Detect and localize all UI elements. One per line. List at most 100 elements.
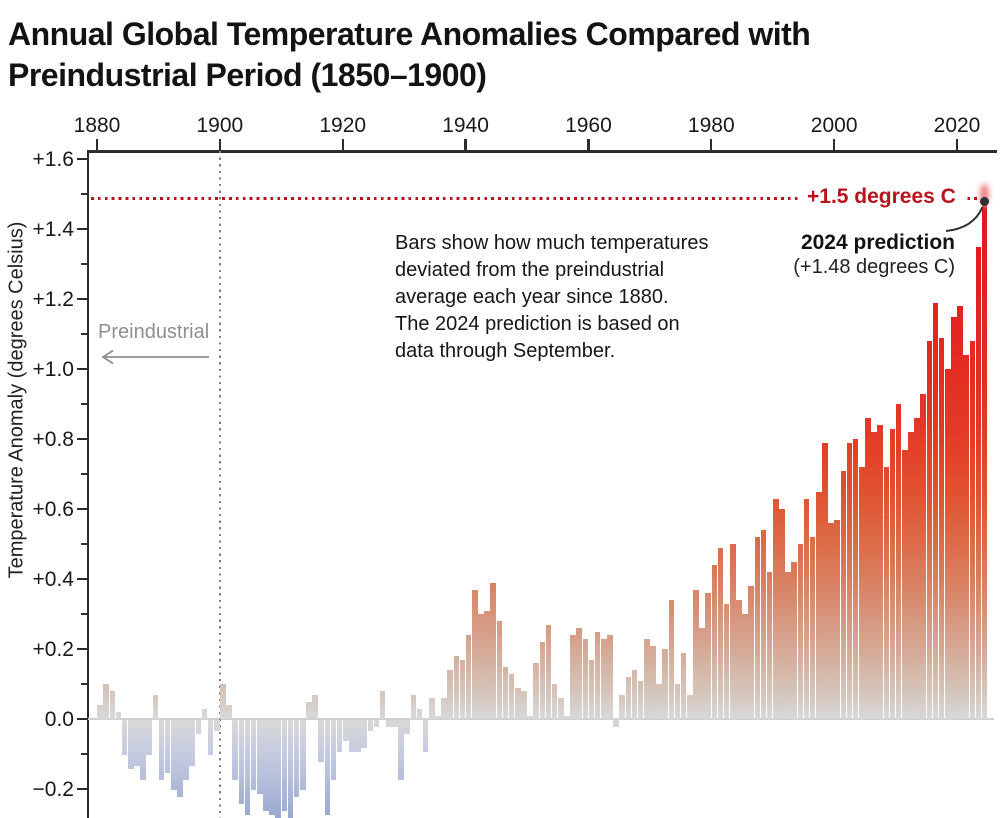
bar-1909 — [275, 720, 282, 818]
preindustrial-divider-line — [218, 151, 221, 818]
prediction-title: 2024 prediction — [800, 231, 955, 254]
bar-1977 — [693, 589, 699, 719]
bar-1933 — [422, 720, 429, 752]
bar-1995 — [803, 498, 810, 719]
bar-1952 — [539, 642, 546, 719]
bar-1999 — [828, 523, 834, 719]
reference-line-label: +1.5 degrees C — [799, 185, 964, 209]
bar-1991 — [779, 509, 785, 719]
bar-1927 — [385, 720, 392, 727]
bar-1881 — [103, 684, 110, 719]
bar-2004 — [858, 467, 865, 719]
bar-1911 — [287, 720, 294, 818]
bar-2001 — [840, 470, 847, 719]
x-tick-1960 — [587, 139, 590, 150]
prediction-arrow — [945, 206, 984, 232]
bar-1940 — [465, 635, 472, 719]
bar-1972 — [662, 649, 669, 719]
bar-2014 — [920, 393, 927, 719]
bar-1906 — [256, 720, 263, 794]
x-axis-line — [88, 150, 997, 153]
bar-1964 — [613, 720, 619, 727]
bar-2000 — [834, 519, 841, 719]
bar-1969 — [643, 638, 650, 719]
bar-1892 — [170, 720, 177, 790]
y-tick-label-0.0: 0.0 — [44, 707, 74, 731]
bar-1883 — [115, 712, 122, 719]
bar-1916 — [318, 720, 325, 762]
bar-1971 — [656, 684, 662, 719]
bar-1915 — [312, 694, 318, 719]
bar-1980 — [711, 565, 718, 719]
bar-1889 — [152, 694, 159, 719]
x-tick-1920 — [341, 139, 344, 150]
bar-1901 — [226, 705, 232, 719]
bar-1887 — [140, 720, 146, 780]
bar-1965 — [619, 694, 626, 719]
preindustrial-arrow — [101, 349, 209, 365]
bar-1918 — [330, 720, 337, 780]
bar-1904 — [244, 720, 251, 815]
bar-1970 — [650, 645, 656, 719]
x-tick-1880 — [95, 139, 99, 150]
bar-1958 — [576, 628, 583, 719]
bar-1990 — [772, 498, 779, 719]
preindustrial-label: Preindustrial — [98, 321, 210, 343]
bar-1966 — [625, 677, 632, 719]
bar-1949 — [521, 691, 527, 719]
bar-1899 — [213, 720, 220, 731]
bar-1917 — [324, 720, 331, 815]
bar-1897 — [201, 708, 208, 719]
bar-1890 — [158, 720, 165, 780]
bar-2022 — [969, 341, 976, 719]
bar-1963 — [607, 635, 613, 719]
y-minor-tick — [81, 682, 88, 685]
bar-1962 — [600, 638, 607, 719]
y-tick-+1.4 — [77, 227, 88, 231]
bar-1930 — [404, 720, 411, 734]
bar-2018 — [944, 369, 951, 719]
y-tick-−0.2 — [77, 787, 88, 791]
bar-1894 — [183, 720, 189, 780]
y-tick-label-+1.4: +1.4 — [32, 217, 74, 241]
bar-1896 — [195, 720, 202, 734]
bar-1974 — [674, 684, 681, 719]
x-tick-2000 — [833, 139, 836, 150]
reference-line-1-5c — [91, 197, 981, 200]
bar-1937 — [447, 670, 454, 719]
y-tick-+1.2 — [77, 297, 88, 301]
bar-2016 — [932, 302, 939, 719]
bar-1992 — [785, 572, 791, 719]
bar-1891 — [164, 720, 171, 773]
bar-2010 — [895, 404, 902, 719]
chart-title-line1: Annual Global Temperature Anomalies Comp… — [8, 16, 811, 52]
y-tick-+1.0 — [77, 367, 88, 371]
y-minor-tick — [81, 402, 88, 405]
y-minor-tick — [81, 752, 88, 755]
bar-1912 — [293, 720, 300, 797]
bar-2023 — [975, 246, 982, 719]
prediction-annotation: 2024 prediction (+1.48 degrees C) — [770, 230, 955, 280]
bar-1943 — [484, 610, 490, 719]
bar-1941 — [471, 589, 478, 719]
x-tick-label-1920: 1920 — [319, 114, 367, 137]
bar-1951 — [533, 663, 540, 719]
y-minor-tick — [81, 542, 88, 545]
y-minor-tick — [81, 262, 88, 265]
bar-1987 — [754, 537, 761, 719]
bar-1996 — [809, 537, 816, 719]
bar-1914 — [306, 701, 312, 719]
bar-1888 — [146, 720, 153, 755]
bar-1905 — [250, 720, 257, 790]
bar-1984 — [736, 600, 742, 719]
bar-1903 — [238, 720, 245, 804]
y-tick-+0.2 — [77, 647, 88, 651]
bar-2011 — [901, 449, 908, 719]
bar-1932 — [416, 708, 423, 719]
bar-1895 — [189, 720, 196, 766]
bar-1886 — [134, 720, 140, 766]
bar-1908 — [269, 720, 275, 815]
bar-2002 — [846, 442, 853, 719]
bar-1900 — [220, 684, 226, 719]
bar-1997 — [815, 491, 822, 719]
